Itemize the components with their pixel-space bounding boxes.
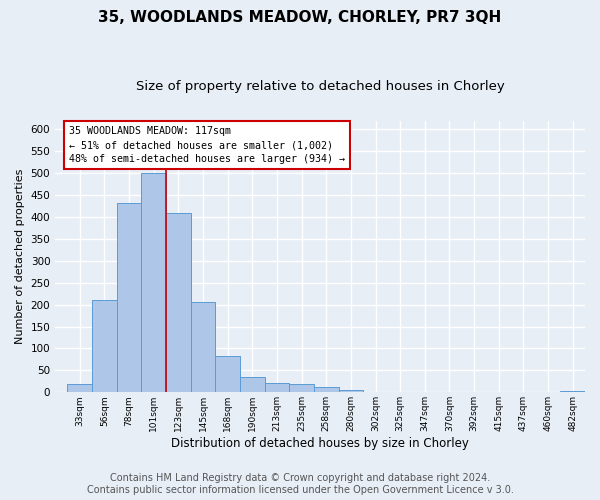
Text: 35, WOODLANDS MEADOW, CHORLEY, PR7 3QH: 35, WOODLANDS MEADOW, CHORLEY, PR7 3QH — [98, 10, 502, 25]
Bar — [338, 390, 363, 392]
Bar — [265, 382, 289, 392]
X-axis label: Distribution of detached houses by size in Chorley: Distribution of detached houses by size … — [171, 437, 469, 450]
Title: Size of property relative to detached houses in Chorley: Size of property relative to detached ho… — [136, 80, 505, 93]
Bar — [117, 203, 142, 392]
Bar — [142, 173, 166, 392]
Bar — [240, 377, 265, 392]
Bar — [67, 384, 92, 392]
Bar — [560, 391, 585, 392]
Bar — [92, 300, 117, 392]
Text: 35 WOODLANDS MEADOW: 117sqm
← 51% of detached houses are smaller (1,002)
48% of : 35 WOODLANDS MEADOW: 117sqm ← 51% of det… — [69, 126, 345, 164]
Y-axis label: Number of detached properties: Number of detached properties — [15, 168, 25, 344]
Bar — [191, 302, 215, 392]
Bar — [215, 356, 240, 393]
Bar — [166, 212, 191, 392]
Text: Contains HM Land Registry data © Crown copyright and database right 2024.
Contai: Contains HM Land Registry data © Crown c… — [86, 474, 514, 495]
Bar — [289, 384, 314, 392]
Bar — [314, 386, 338, 392]
